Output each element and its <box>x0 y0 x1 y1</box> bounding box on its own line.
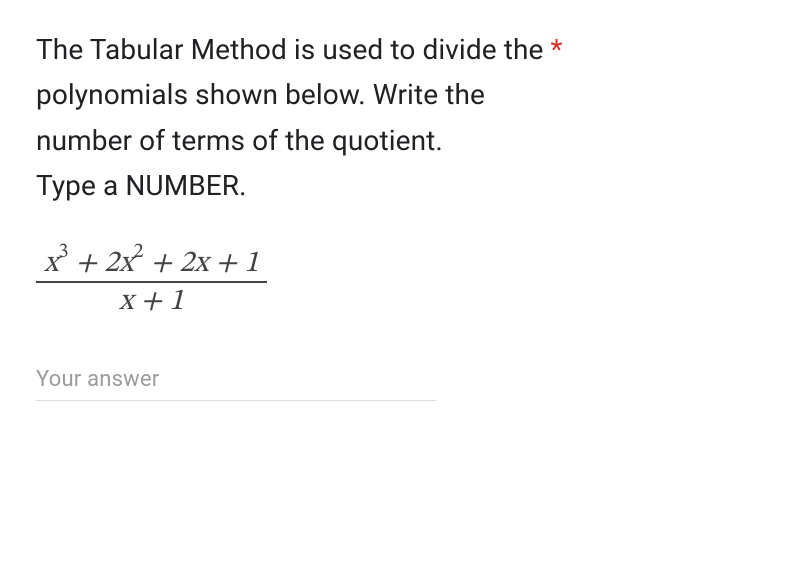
required-asterisk: * <box>550 33 562 66</box>
num-x2: x <box>119 249 133 279</box>
num-x3: x <box>194 249 208 279</box>
den-t: + 1 <box>133 287 184 317</box>
num-exp1: 3 <box>58 241 68 262</box>
num-t2: + 2 <box>68 249 119 279</box>
num-x1: x <box>44 249 58 279</box>
question-line-4: Type a NUMBER. <box>36 164 764 207</box>
answer-input[interactable]: Your answer <box>36 361 436 401</box>
num-t4: + 1 <box>208 249 259 279</box>
question-line-1: The Tabular Method is used to divide the… <box>36 28 764 71</box>
question-line-2: polynomials shown below. Write the <box>36 73 764 116</box>
question-text: The Tabular Method is used to divide the… <box>36 28 764 208</box>
fraction-numerator: x3 + 2x2 + 2x + 1 <box>36 247 267 283</box>
fraction: x3 + 2x2 + 2x + 1 x + 1 <box>36 242 267 321</box>
num-exp2: 2 <box>133 241 143 262</box>
question-block: The Tabular Method is used to divide the… <box>36 28 764 401</box>
q-line1-text: The Tabular Method is used to divide the <box>36 33 550 66</box>
math-expression: x3 + 2x2 + 2x + 1 x + 1 <box>36 242 764 321</box>
fraction-denominator: x + 1 <box>111 285 192 319</box>
num-t3: + 2 <box>144 249 195 279</box>
question-line-3: number of terms of the quotient. <box>36 119 764 162</box>
den-x: x <box>119 287 133 317</box>
